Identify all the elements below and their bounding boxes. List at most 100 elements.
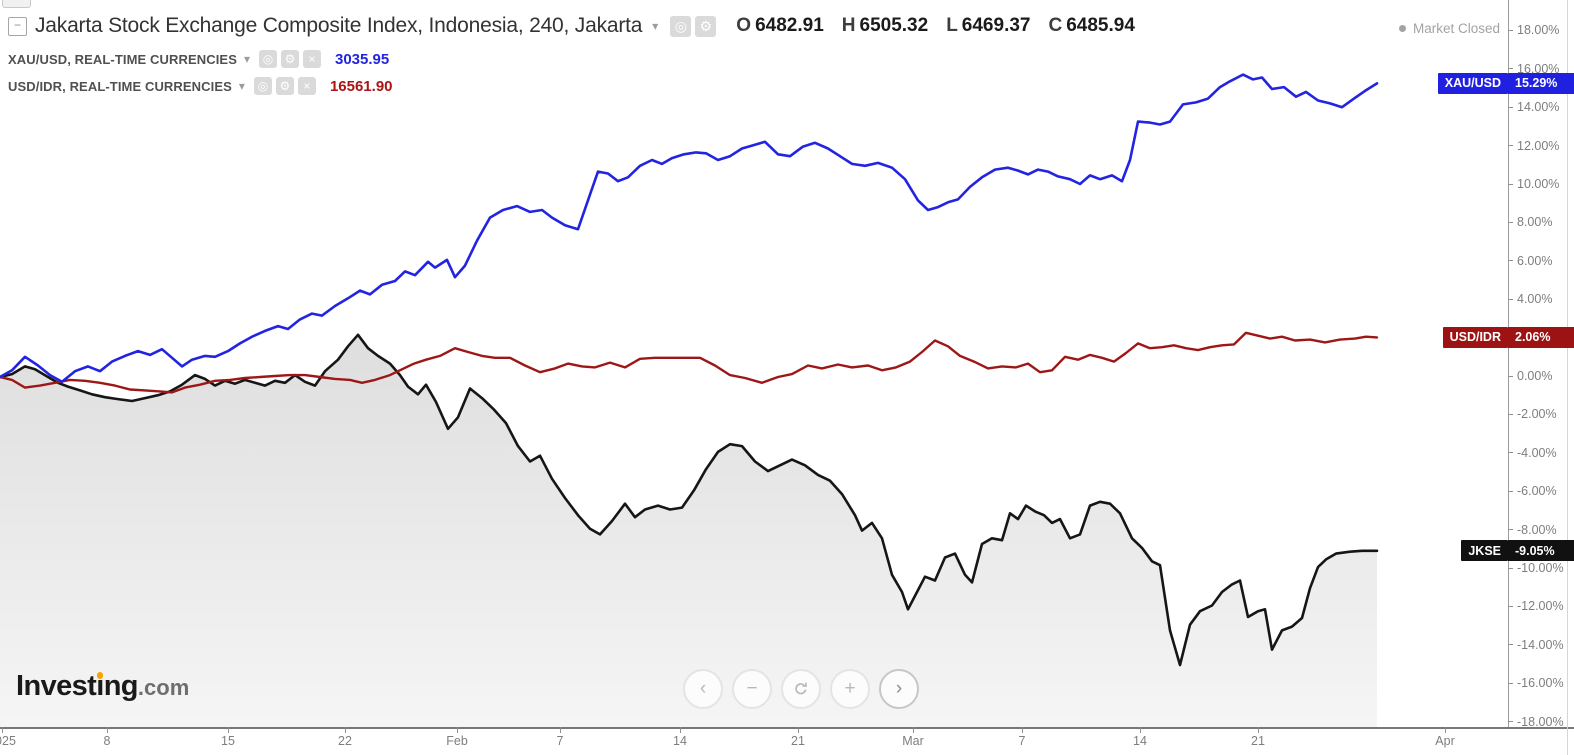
close-icon: × bbox=[308, 52, 316, 66]
time-axis-label: Mar bbox=[902, 734, 924, 748]
open-label: O bbox=[736, 15, 752, 36]
close-label: C bbox=[1048, 15, 1063, 36]
time-axis-tick-mark bbox=[1258, 727, 1259, 733]
collapse-legend-button[interactable]: − bbox=[8, 16, 27, 36]
price-axis-tick: -18.00% bbox=[1508, 715, 1564, 729]
market-status: Market Closed bbox=[1398, 21, 1500, 36]
series-line-usd-idr bbox=[0, 331, 1379, 394]
scroll-back-button[interactable]: ‹ bbox=[683, 669, 723, 709]
symbol-menu-caret-icon[interactable]: ▾ bbox=[652, 19, 659, 33]
toggle-visibility-button[interactable]: ◎ bbox=[670, 15, 692, 37]
logo-dotcom-text: .com bbox=[137, 675, 190, 700]
price-label-value-jkse: -9.05% bbox=[1508, 540, 1574, 562]
time-axis-tick-mark bbox=[228, 727, 229, 733]
price-label-name-xau-usd: XAU/USD bbox=[1437, 72, 1508, 94]
compare-menu-caret-icon[interactable]: ▾ bbox=[243, 52, 250, 66]
time-axis-tick-mark bbox=[345, 727, 346, 733]
price-label-name-usd-idr: USD/IDR bbox=[1442, 326, 1508, 348]
toggle-visibility-button[interactable]: ◎ bbox=[253, 77, 272, 95]
compare-menu-caret-icon[interactable]: ▾ bbox=[238, 79, 245, 93]
price-axis-tick: -10.00% bbox=[1508, 561, 1564, 575]
logo-text: ng bbox=[103, 670, 139, 702]
price-axis-tick: -4.00% bbox=[1508, 446, 1557, 460]
time-axis-label: 14 bbox=[673, 734, 687, 748]
series-line-jkse bbox=[0, 333, 1379, 667]
time-axis-tick-mark bbox=[457, 727, 458, 733]
time-axis-tick-mark bbox=[107, 727, 108, 733]
time-axis-label: 8 bbox=[103, 734, 111, 748]
zoom-in-button[interactable]: + bbox=[830, 669, 870, 709]
remove-series-button[interactable]: × bbox=[297, 77, 316, 95]
time-axis-label: 2025 bbox=[0, 734, 16, 748]
gear-icon: ⚙ bbox=[284, 52, 296, 66]
legend: − Jakarta Stock Exchange Composite Index… bbox=[8, 14, 1135, 96]
price-axis-tick: 16.00% bbox=[1508, 62, 1559, 76]
target-icon: ◎ bbox=[262, 52, 274, 66]
time-axis-line bbox=[0, 727, 1574, 729]
price-axis-tick: -2.00% bbox=[1508, 407, 1557, 421]
price-label-name-jkse: JKSE bbox=[1461, 540, 1508, 562]
time-axis-label: 21 bbox=[791, 734, 805, 748]
time-axis-label: Apr bbox=[1435, 734, 1455, 748]
price-label-value-usd-idr: 2.06% bbox=[1508, 326, 1574, 348]
low-label: L bbox=[946, 15, 958, 36]
price-axis-tick: 18.00% bbox=[1508, 23, 1559, 37]
time-axis-tick-mark bbox=[1445, 727, 1446, 733]
window-edge-divider bbox=[1567, 0, 1568, 755]
time-axis-label: 21 bbox=[1251, 734, 1265, 748]
reset-chart-button[interactable] bbox=[781, 669, 821, 709]
close-icon: × bbox=[303, 79, 311, 93]
time-axis-tick-mark bbox=[2, 727, 3, 733]
gear-icon: ⚙ bbox=[279, 79, 291, 93]
zoom-out-button[interactable]: − bbox=[732, 669, 772, 709]
refresh-icon bbox=[795, 682, 807, 695]
open-value: 6482.91 bbox=[755, 15, 824, 36]
symbol-title: Jakarta Stock Exchange Composite Index, … bbox=[35, 14, 643, 37]
toolbar-fragment bbox=[2, 0, 31, 8]
low-value: 6469.37 bbox=[961, 15, 1031, 36]
logo-text: Invest bbox=[16, 670, 97, 702]
time-axis-label: 22 bbox=[338, 734, 352, 748]
target-icon: ◎ bbox=[257, 79, 269, 93]
price-label-value-xau-usd: 15.29% bbox=[1508, 72, 1574, 94]
price-axis-tick: 6.00% bbox=[1508, 254, 1552, 268]
price-axis-tick: -8.00% bbox=[1508, 523, 1557, 537]
series-settings-button[interactable]: ⚙ bbox=[275, 77, 294, 95]
time-axis-label: 14 bbox=[1133, 734, 1147, 748]
price-axis-tick: -6.00% bbox=[1508, 484, 1557, 498]
investing-com-logo[interactable]: Investıng.com bbox=[16, 670, 189, 703]
price-axis-tick: 8.00% bbox=[1508, 215, 1552, 229]
close-value: 6485.94 bbox=[1066, 15, 1135, 36]
price-axis-tick: -14.00% bbox=[1508, 638, 1564, 652]
gear-icon: ⚙ bbox=[699, 17, 713, 34]
compare-symbol-usdidr: USD/IDR, REAL-TIME CURRENCIES bbox=[8, 78, 232, 94]
high-label: H bbox=[841, 15, 856, 36]
market-status-dot-icon bbox=[1398, 25, 1406, 32]
price-axis-tick: -16.00% bbox=[1508, 676, 1564, 690]
compare-value-xauusd: 3035.95 bbox=[335, 50, 390, 68]
series-line-xau-usd bbox=[0, 73, 1379, 384]
time-axis-tick-mark bbox=[1022, 727, 1023, 733]
remove-series-button[interactable]: × bbox=[303, 50, 321, 68]
compare-symbol-xauusd: XAU/USD, REAL-TIME CURRENCIES bbox=[8, 51, 237, 67]
time-axis-tick-mark bbox=[560, 727, 561, 733]
logo-orange-dot-icon: ı bbox=[96, 670, 104, 702]
series-settings-button[interactable]: ⚙ bbox=[281, 50, 299, 68]
ohlc-values: O 6482.91 H 6505.32 L 6469.37 C 6485.94 bbox=[736, 15, 1135, 37]
series-settings-button[interactable]: ⚙ bbox=[695, 15, 717, 37]
price-axis-tick: 14.00% bbox=[1508, 100, 1559, 114]
scroll-forward-button[interactable]: › bbox=[879, 669, 919, 709]
price-axis-tick: 0.00% bbox=[1508, 369, 1552, 383]
time-axis-label: 7 bbox=[556, 734, 564, 748]
price-axis-tick: 4.00% bbox=[1508, 292, 1552, 306]
compare-value-usdidr: 16561.90 bbox=[329, 77, 393, 95]
chart-nav-controls: ‹ − + › bbox=[683, 669, 919, 709]
price-axis-tick: -12.00% bbox=[1508, 599, 1564, 613]
price-axis-tick: 12.00% bbox=[1508, 139, 1559, 153]
price-chart-canvas[interactable] bbox=[0, 0, 1508, 727]
time-axis-tick-mark bbox=[913, 727, 914, 733]
toggle-visibility-button[interactable]: ◎ bbox=[259, 50, 277, 68]
jkse-area-fill bbox=[0, 334, 1377, 727]
time-axis-label: Feb bbox=[446, 734, 468, 748]
